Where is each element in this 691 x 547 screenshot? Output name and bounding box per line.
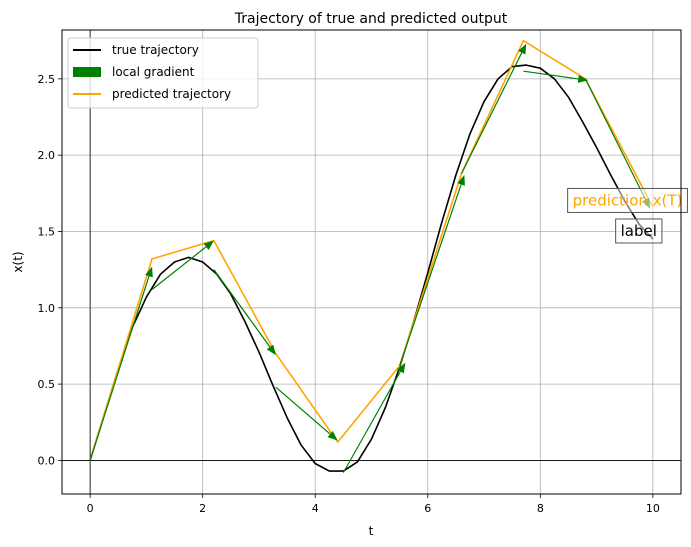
gradient-arrow-shaft xyxy=(275,386,331,435)
annotation-box xyxy=(567,187,688,213)
x-axis-label: t xyxy=(369,524,374,538)
annotation: prediction x(T) xyxy=(567,187,688,213)
legend-swatch-patch xyxy=(73,67,101,77)
x-tick-label: 8 xyxy=(537,502,544,515)
y-tick-label: 2.5 xyxy=(38,73,56,86)
gradient-arrow-shaft xyxy=(523,70,579,80)
x-tick-label: 4 xyxy=(312,502,319,515)
plot-frame xyxy=(61,29,682,495)
legend-label: local gradient xyxy=(112,65,195,79)
annotation-text: prediction x(T) xyxy=(573,191,683,209)
legend-label: true trajectory xyxy=(112,43,199,57)
gradient-arrow-head xyxy=(327,431,338,441)
gradient-arrow-shaft xyxy=(460,52,523,174)
y-tick-label: 1.5 xyxy=(38,225,56,238)
legend: true trajectory local gradient predicted t… xyxy=(67,37,259,109)
gradient-arrow-shaft xyxy=(213,269,271,348)
annotation-text: label xyxy=(621,222,657,240)
gradient-arrow-head xyxy=(457,175,465,186)
gradient-arrow-head xyxy=(577,75,589,83)
y-axis-label: x(t) xyxy=(11,251,25,272)
legend-label: predicted trajectory xyxy=(112,87,231,101)
plot-series xyxy=(89,39,654,472)
gradient-arrow-head xyxy=(145,266,153,278)
gradient-arrow-shaft xyxy=(584,78,647,200)
y-tick-label: 2.0 xyxy=(38,149,56,162)
gradient-arrow-head xyxy=(203,240,214,250)
gradient-arrow-shaft xyxy=(151,246,207,290)
y-tick-label: 0.5 xyxy=(38,378,56,391)
annotation-box xyxy=(615,218,663,244)
y-tick-label: 0.0 xyxy=(38,454,56,467)
x-tick-label: 10 xyxy=(646,502,660,515)
y-tick-label: 1.0 xyxy=(38,302,56,315)
chart-title: Trajectory of true and predicted output xyxy=(234,11,508,27)
legend-box xyxy=(67,37,259,109)
x-tick-label: 0 xyxy=(87,502,94,515)
axis-ticks: 0 2 4 6 8 10 0.0 0.5 1.0 1.5 2.0 2.5 xyxy=(38,73,660,515)
gradient-arrow-shaft xyxy=(89,275,150,461)
gradient-arrow-shaft xyxy=(342,371,401,473)
gradient-arrow-head xyxy=(266,344,276,356)
x-tick-label: 2 xyxy=(199,502,206,515)
gradient-arrow-head xyxy=(518,43,527,55)
annotation: label xyxy=(615,218,663,244)
gradient-arrow-shaft xyxy=(399,184,462,366)
predicted-trajectory-line xyxy=(89,39,654,461)
annotations: prediction x(T) label xyxy=(567,187,688,244)
gradient-arrow-head xyxy=(396,362,406,374)
x-tick-label: 6 xyxy=(424,502,431,515)
true-trajectory-line xyxy=(89,64,654,472)
